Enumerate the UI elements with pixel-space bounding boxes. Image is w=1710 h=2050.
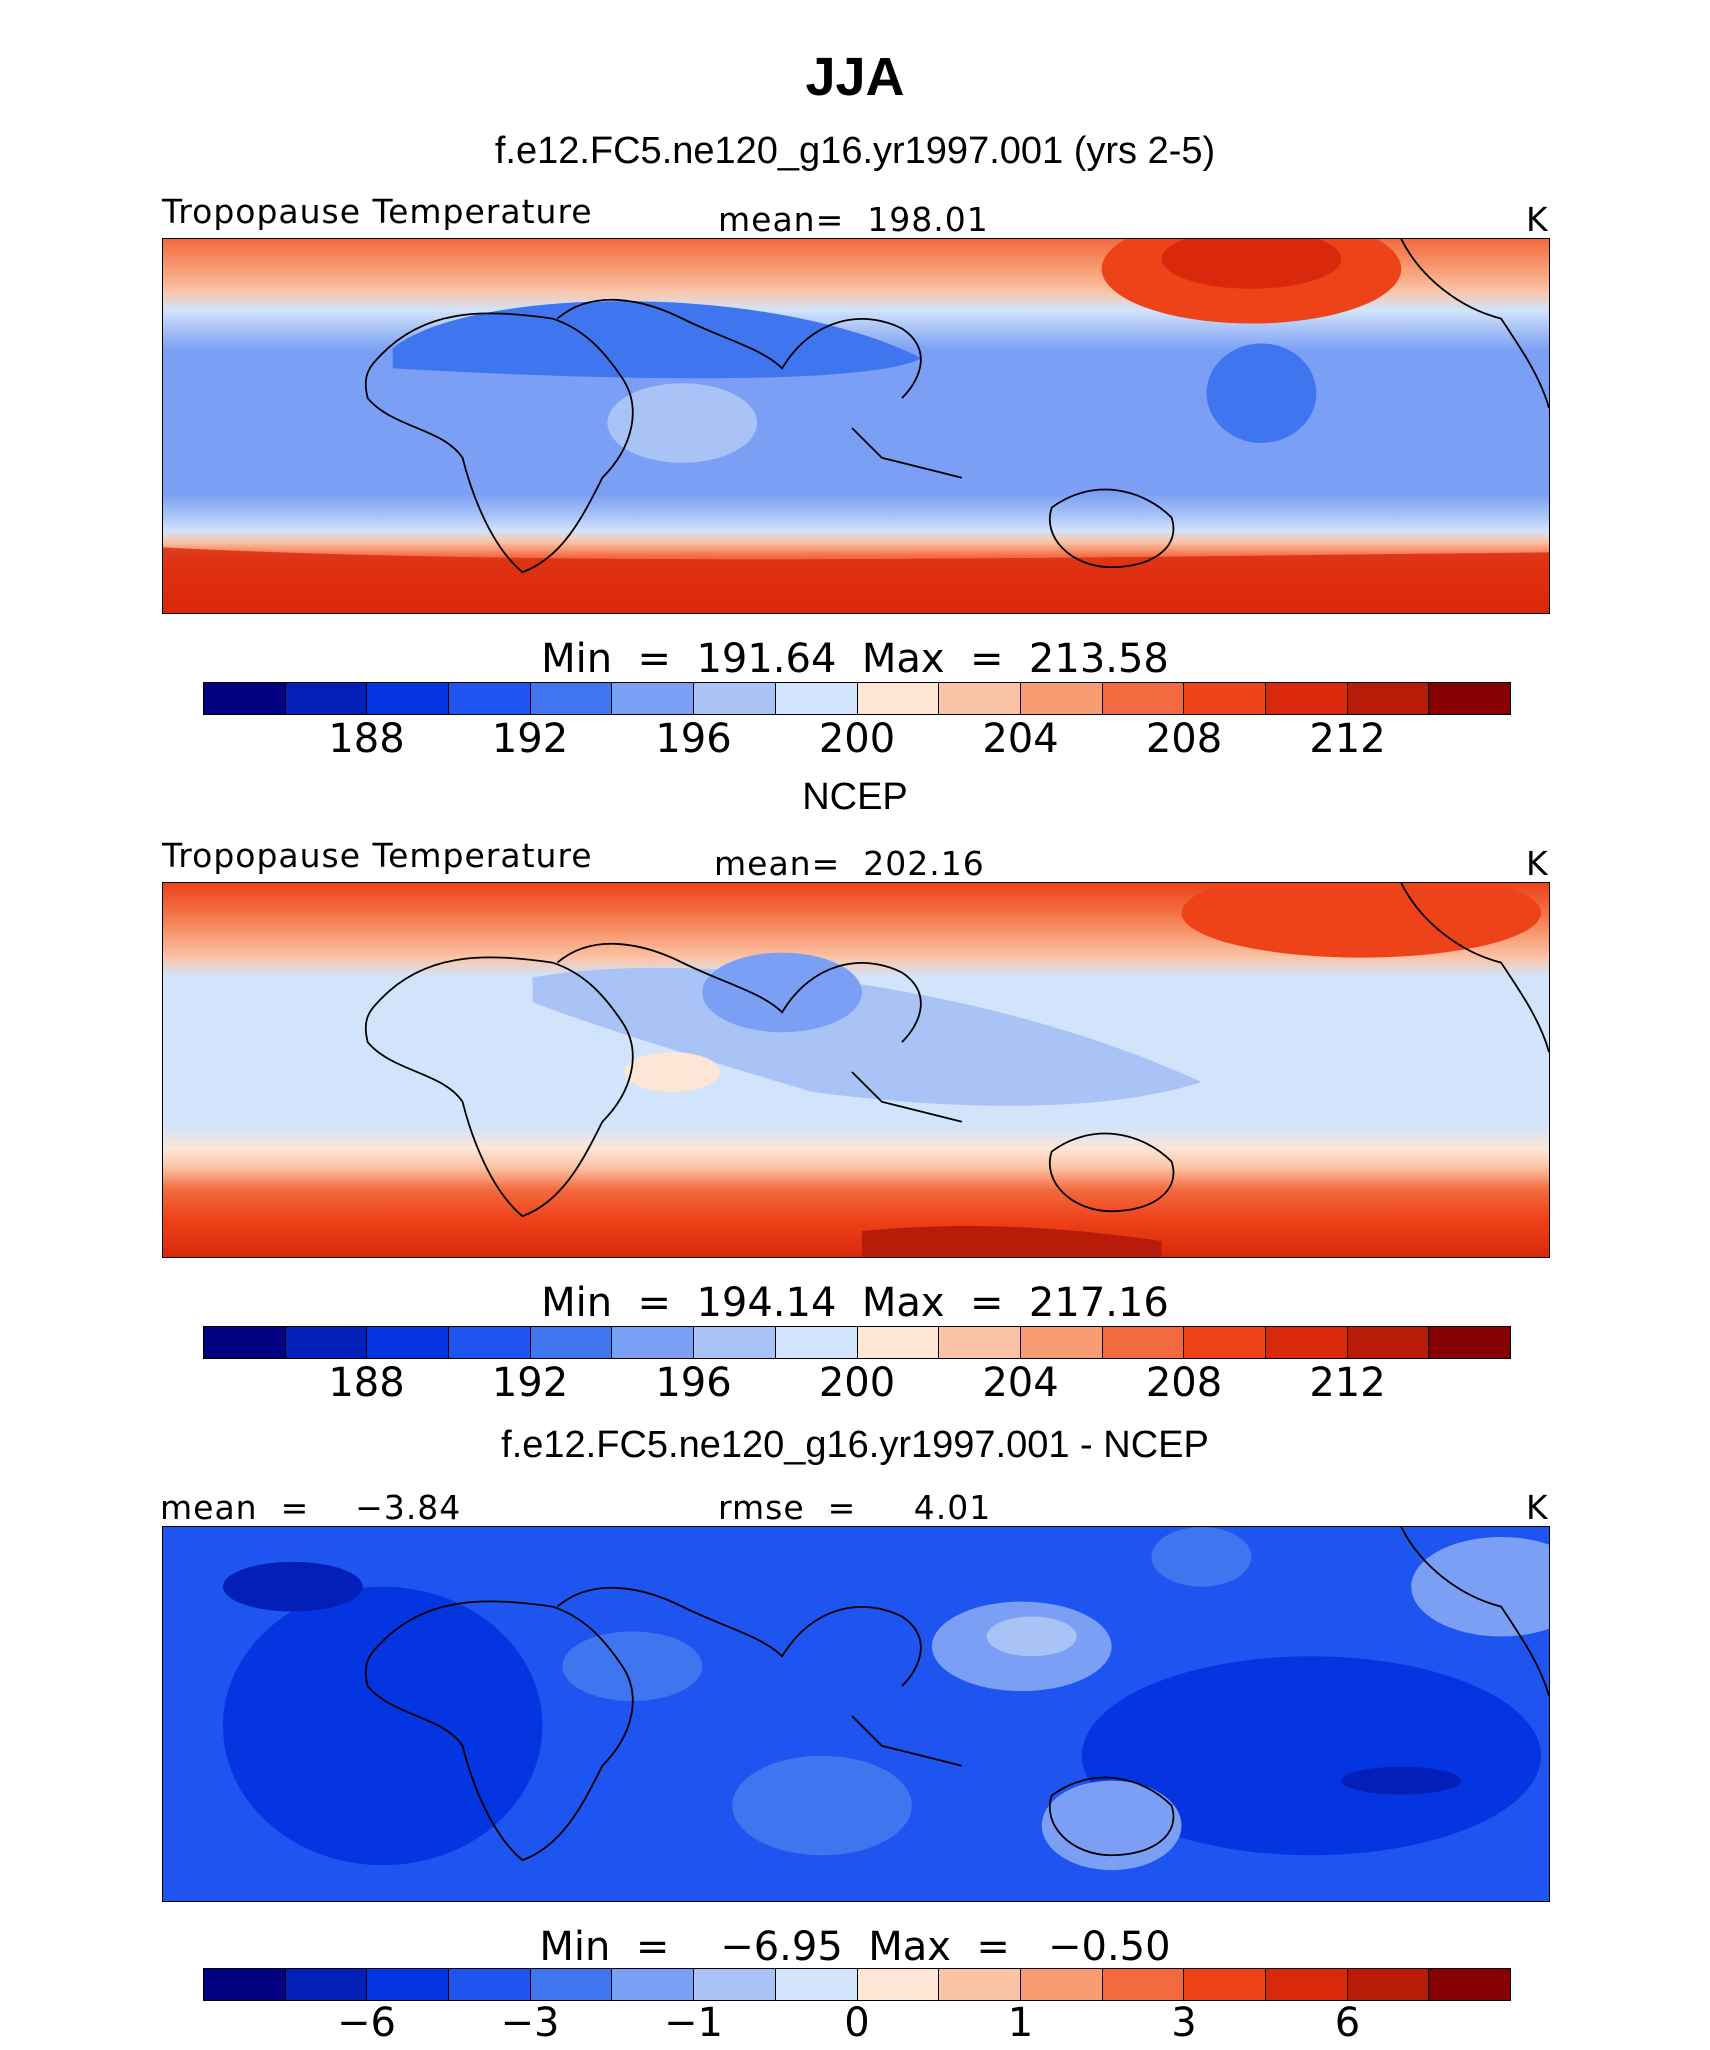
- colorbar-swatch: [449, 1969, 531, 2000]
- colorbar-swatch: [1429, 683, 1510, 714]
- colorbar-tick-label: 3: [1171, 2000, 1197, 2046]
- panel-1-units-label: K: [1526, 200, 1549, 239]
- colorbar-tick-label: 212: [1309, 1360, 1386, 1406]
- panel-3-subtitle: f.e12.FC5.ne120_g16.yr1997.001 - NCEP: [501, 1424, 1209, 1466]
- colorbar-swatch: [1020, 1969, 1103, 2000]
- colorbar-swatch: [1347, 1327, 1430, 1358]
- colorbar-swatch: [612, 683, 695, 714]
- colorbar-swatch: [530, 1327, 613, 1358]
- colorbar-tick-label: 188: [328, 1360, 405, 1406]
- colorbar-swatch: [204, 1327, 286, 1358]
- colorbar-swatch: [694, 1969, 776, 2000]
- colorbar-swatch: [694, 683, 776, 714]
- colorbar-swatch: [1102, 1969, 1185, 2000]
- panel-2-min-max: Min = 194.14 Max = 217.16: [541, 1280, 1169, 1326]
- panel-1-mean-label: mean= 198.01: [718, 200, 989, 239]
- colorbar-swatch: [1102, 683, 1185, 714]
- colorbar-swatch: [612, 1327, 695, 1358]
- colorbar-swatch: [285, 1327, 368, 1358]
- colorbar-swatch: [857, 683, 940, 714]
- colorbar-tick-label: −1: [664, 2000, 723, 2046]
- figure-title: JJA: [805, 47, 905, 107]
- colorbar-swatch: [1347, 1969, 1430, 2000]
- colorbar-swatch: [1347, 683, 1430, 714]
- colorbar-tick-label: 208: [1145, 1360, 1223, 1406]
- colorbar-swatch: [1429, 1327, 1510, 1358]
- colorbar-swatch: [530, 1969, 613, 2000]
- colorbar-swatch: [1020, 1327, 1103, 1358]
- colorbar-swatch: [1184, 1969, 1266, 2000]
- panel-2-variable-label: Tropopause Temperature: [162, 836, 593, 875]
- panel-1-colorbar-ticks: 188 192 196 200 204 208 212: [203, 716, 1511, 766]
- panel-1-colorbar: [203, 682, 1511, 715]
- colorbar-tick-label: 208: [1145, 716, 1223, 762]
- colorbar-tick-label: 200: [818, 1360, 896, 1406]
- panel-3-min-max: Min = −6.95 Max = −0.50: [539, 1924, 1171, 1970]
- colorbar-swatch: [285, 1969, 368, 2000]
- panel-1-variable-label: Tropopause Temperature: [162, 192, 593, 231]
- colorbar-swatch: [939, 1327, 1021, 1358]
- colorbar-swatch: [367, 1969, 450, 2000]
- panel-2-mean-label: mean= 202.16: [714, 844, 985, 883]
- panel-3-mean-label: mean = −3.84: [160, 1488, 462, 1527]
- colorbar-swatch: [939, 683, 1021, 714]
- colorbar-swatch: [204, 683, 286, 714]
- colorbar-swatch: [1265, 683, 1348, 714]
- colorbar-tick-label: 188: [328, 716, 405, 762]
- panel-2-map: [162, 882, 1550, 1258]
- panel-3-units-label: K: [1526, 1488, 1549, 1527]
- panel-2-colorbar-ticks: 188 192 196 200 204 208 212: [203, 1360, 1511, 1410]
- colorbar-tick-label: 196: [655, 716, 732, 762]
- colorbar-swatch: [775, 1327, 858, 1358]
- panel-1-map: [162, 238, 1550, 614]
- colorbar-swatch: [367, 683, 450, 714]
- colorbar-swatch: [694, 1327, 776, 1358]
- colorbar-swatch: [1020, 683, 1103, 714]
- colorbar-tick-label: 1: [1007, 2000, 1034, 2046]
- colorbar-tick-label: 204: [982, 716, 1059, 762]
- colorbar-swatch: [285, 683, 368, 714]
- colorbar-swatch: [449, 683, 531, 714]
- panel-1-min-max: Min = 191.64 Max = 213.58: [541, 636, 1169, 682]
- colorbar-swatch: [530, 683, 613, 714]
- panel-3-colorbar-ticks: −6 −3 −1 0 1 3 6: [203, 2000, 1511, 2050]
- colorbar-tick-label: 204: [982, 1360, 1059, 1406]
- colorbar-tick-label: 196: [655, 1360, 732, 1406]
- colorbar-swatch: [1265, 1969, 1348, 2000]
- colorbar-swatch: [775, 1969, 858, 2000]
- panel-3-colorbar: [203, 1968, 1511, 2001]
- colorbar-tick-label: 200: [818, 716, 896, 762]
- colorbar-tick-label: −6: [337, 2000, 396, 2046]
- panel-3-rmse-label: rmse = 4.01: [718, 1488, 992, 1527]
- colorbar-swatch: [1184, 1327, 1266, 1358]
- colorbar-swatch: [612, 1969, 695, 2000]
- colorbar-swatch: [1429, 1969, 1510, 2000]
- colorbar-swatch: [939, 1969, 1021, 2000]
- panel-2-units-label: K: [1526, 844, 1549, 883]
- colorbar-swatch: [857, 1969, 940, 2000]
- colorbar-swatch: [1184, 683, 1266, 714]
- colorbar-swatch: [449, 1327, 531, 1358]
- colorbar-tick-label: 192: [491, 716, 569, 762]
- colorbar-tick-label: 192: [491, 1360, 569, 1406]
- colorbar-swatch: [367, 1327, 450, 1358]
- colorbar-tick-label: 212: [1309, 716, 1386, 762]
- panel-2-colorbar: [203, 1326, 1511, 1359]
- colorbar-tick-label: 6: [1334, 2000, 1361, 2046]
- colorbar-swatch: [204, 1969, 286, 2000]
- panel-2-subtitle: NCEP: [802, 776, 908, 818]
- colorbar-swatch: [1102, 1327, 1185, 1358]
- colorbar-swatch: [775, 683, 858, 714]
- colorbar-tick-label: 0: [844, 2000, 870, 2046]
- colorbar-swatch: [1265, 1327, 1348, 1358]
- colorbar-tick-label: −3: [500, 2000, 560, 2046]
- panel-1-subtitle: f.e12.FC5.ne120_g16.yr1997.001 (yrs 2-5): [494, 130, 1216, 172]
- colorbar-swatch: [857, 1327, 940, 1358]
- panel-3-map: [162, 1526, 1550, 1902]
